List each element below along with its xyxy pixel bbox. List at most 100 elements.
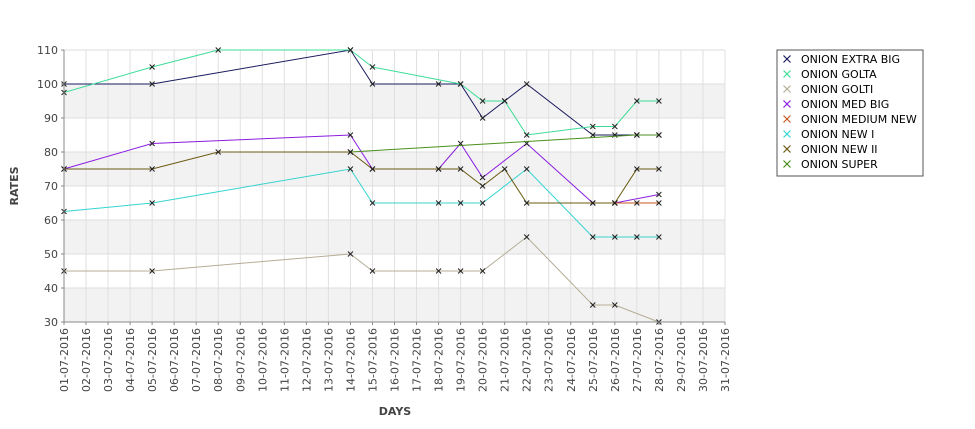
x-tick-label: 12-07-2016 (300, 328, 313, 392)
data-point-marker (347, 132, 354, 138)
legend-box (776, 49, 924, 177)
data-point-marker (149, 140, 155, 147)
data-point-marker (457, 200, 464, 206)
x-tick-label: 09-07-2016 (234, 328, 247, 392)
x-tick-label: 11-07-2016 (278, 328, 291, 392)
series-line (64, 151, 659, 204)
x-tick-label: 10-07-2016 (256, 328, 269, 392)
legend-marker-icon (783, 160, 791, 168)
data-point-marker (501, 166, 508, 172)
x-tick-label: 20-07-2016 (477, 328, 490, 392)
x-tick-label: 28-07-2016 (653, 328, 666, 392)
y-tick-label: 100 (37, 78, 58, 91)
data-point-marker (523, 166, 530, 172)
data-point-marker (634, 234, 640, 240)
x-tick-label: 19-07-2016 (455, 328, 468, 392)
x-tick-label: 03-07-2016 (102, 328, 115, 392)
data-point-marker (479, 183, 486, 189)
y-tick-label: 110 (37, 44, 58, 57)
data-point-marker (634, 132, 640, 138)
data-point-marker (347, 251, 354, 257)
data-point-marker (523, 200, 530, 206)
legend-item: ONION GOLTA (783, 68, 877, 81)
series-layer (61, 47, 662, 325)
data-point-marker (369, 64, 376, 70)
data-point-marker (523, 81, 530, 87)
data-point-marker (435, 268, 442, 274)
legend-marker-icon (783, 115, 791, 123)
x-tick-label: 24-07-2016 (565, 328, 578, 392)
data-point-marker (523, 234, 530, 240)
data-point-marker (347, 166, 354, 172)
legend-label: ONION SUPER (801, 158, 878, 171)
data-point-marker (479, 268, 486, 274)
y-tick-label: 60 (44, 214, 58, 227)
y-tick-label: 80 (44, 146, 58, 159)
legend-label: ONION GOLTI (801, 83, 873, 96)
data-point-marker (369, 81, 376, 87)
legend-item: ONION NEW I (783, 128, 874, 141)
data-point-marker (457, 268, 464, 274)
data-point-marker (369, 166, 376, 172)
x-tick-label: 27-07-2016 (631, 328, 644, 392)
legend-label: ONION MED BIG (801, 98, 889, 111)
data-point-marker (215, 149, 222, 155)
x-tick-label: 01-07-2016 (58, 328, 71, 392)
data-point-marker (149, 166, 155, 172)
data-point-marker (634, 98, 640, 104)
x-tick-label: 02-07-2016 (80, 328, 93, 392)
x-tick-label: 29-07-2016 (675, 328, 688, 392)
legend-item: ONION EXTRA BIG (783, 53, 900, 66)
data-point-marker (611, 234, 618, 240)
data-point-marker (589, 302, 596, 308)
x-tick-label: 08-07-2016 (212, 328, 225, 392)
x-tick-label: 21-07-2016 (499, 328, 512, 392)
data-point-marker (611, 123, 618, 130)
data-point-marker (149, 81, 155, 87)
data-point-marker (656, 132, 662, 138)
legend-label: ONION MEDIUM NEW (801, 113, 917, 126)
x-tick-label: 30-07-2016 (697, 328, 710, 392)
x-tick-label: 15-07-2016 (366, 328, 379, 392)
y-tick-label: 70 (44, 180, 58, 193)
data-point-marker (656, 191, 662, 198)
legend-item: ONION MED BIG (783, 98, 889, 111)
legend-label: ONION GOLTA (801, 68, 877, 81)
x-tick-label: 13-07-2016 (322, 328, 335, 392)
legend-label: ONION NEW I (801, 128, 874, 141)
x-tick-label: 04-07-2016 (124, 328, 137, 392)
x-tick-label: 23-07-2016 (543, 328, 556, 392)
data-point-marker (656, 98, 662, 104)
x-tick-label: 26-07-2016 (609, 328, 622, 392)
data-point-marker (369, 268, 376, 274)
data-point-marker (347, 47, 354, 53)
data-point-marker (611, 302, 618, 308)
y-axis-title: RATES (8, 166, 21, 205)
legend-item: ONION GOLTI (783, 83, 873, 96)
series-line (63, 168, 659, 238)
x-tick-label: 17-07-2016 (411, 328, 424, 392)
y-tick-label: 50 (44, 248, 58, 261)
data-point-marker (479, 174, 486, 181)
legend-item: ONION SUPER (783, 158, 878, 171)
x-tick-label: 16-07-2016 (389, 328, 402, 392)
data-point-marker (656, 234, 662, 240)
data-point-marker (479, 200, 486, 206)
legend-label: ONION NEW II (801, 143, 878, 156)
data-point-marker (611, 200, 618, 206)
legend: ONION EXTRA BIG ONION GOLTA ONION GOLTI ONI… (776, 49, 924, 177)
data-point-marker (634, 200, 640, 206)
data-point-marker (589, 200, 596, 206)
data-point-marker (369, 200, 376, 206)
legend-item: ONION NEW II (783, 143, 878, 156)
data-point-marker (435, 166, 442, 172)
data-point-marker (347, 149, 354, 155)
data-point-marker (457, 81, 464, 87)
data-point-marker (501, 98, 508, 104)
data-point-marker (656, 200, 662, 206)
legend-item: ONION MEDIUM NEW (783, 113, 917, 126)
data-point-marker (149, 200, 155, 206)
data-point-marker (457, 166, 464, 172)
legend-label: ONION EXTRA BIG (801, 53, 900, 66)
